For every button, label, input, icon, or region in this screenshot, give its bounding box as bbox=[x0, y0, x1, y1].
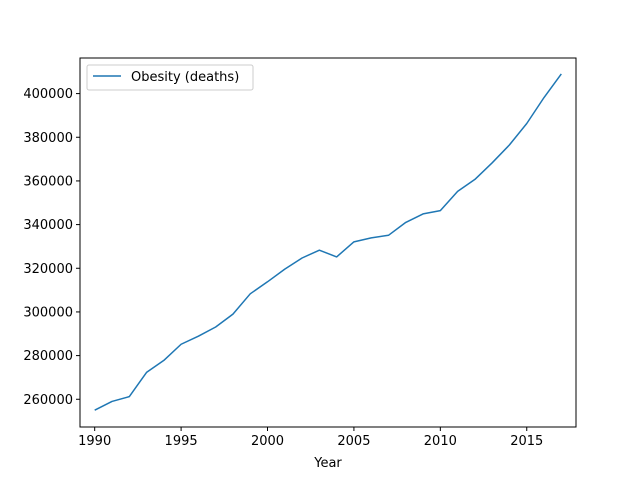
y-tick-label: 320000 bbox=[23, 262, 73, 277]
series-line-obesity-deaths bbox=[94, 73, 562, 411]
axes-frame bbox=[79, 57, 577, 428]
y-tick-label: 280000 bbox=[23, 349, 73, 364]
y-tick-label: 260000 bbox=[23, 393, 73, 408]
x-axis-ticks: 1990 1995 2000 2005 2010 2015 bbox=[78, 427, 543, 449]
x-tick-label: 2000 bbox=[251, 434, 284, 449]
x-tick-label: 2015 bbox=[510, 434, 543, 449]
y-tick-label: 400000 bbox=[23, 87, 73, 102]
plot-area bbox=[94, 73, 562, 411]
y-tick-label: 340000 bbox=[23, 218, 73, 233]
x-axis-label: Year bbox=[313, 456, 342, 471]
y-axis-ticks: 260000 280000 300000 320000 340000 360000 3800… bbox=[23, 87, 80, 408]
x-tick-label: 1990 bbox=[78, 434, 111, 449]
legend-box bbox=[86, 64, 254, 91]
y-tick-label: 380000 bbox=[23, 131, 73, 146]
y-tick-label: 300000 bbox=[23, 305, 73, 320]
legend-entry-label: Obesity (deaths) bbox=[131, 70, 239, 85]
x-tick-label: 1995 bbox=[165, 434, 198, 449]
legend: Obesity (deaths) bbox=[86, 64, 254, 91]
x-tick-label: 2010 bbox=[424, 434, 457, 449]
y-tick-label: 360000 bbox=[23, 174, 73, 189]
x-tick-label: 2005 bbox=[337, 434, 370, 449]
